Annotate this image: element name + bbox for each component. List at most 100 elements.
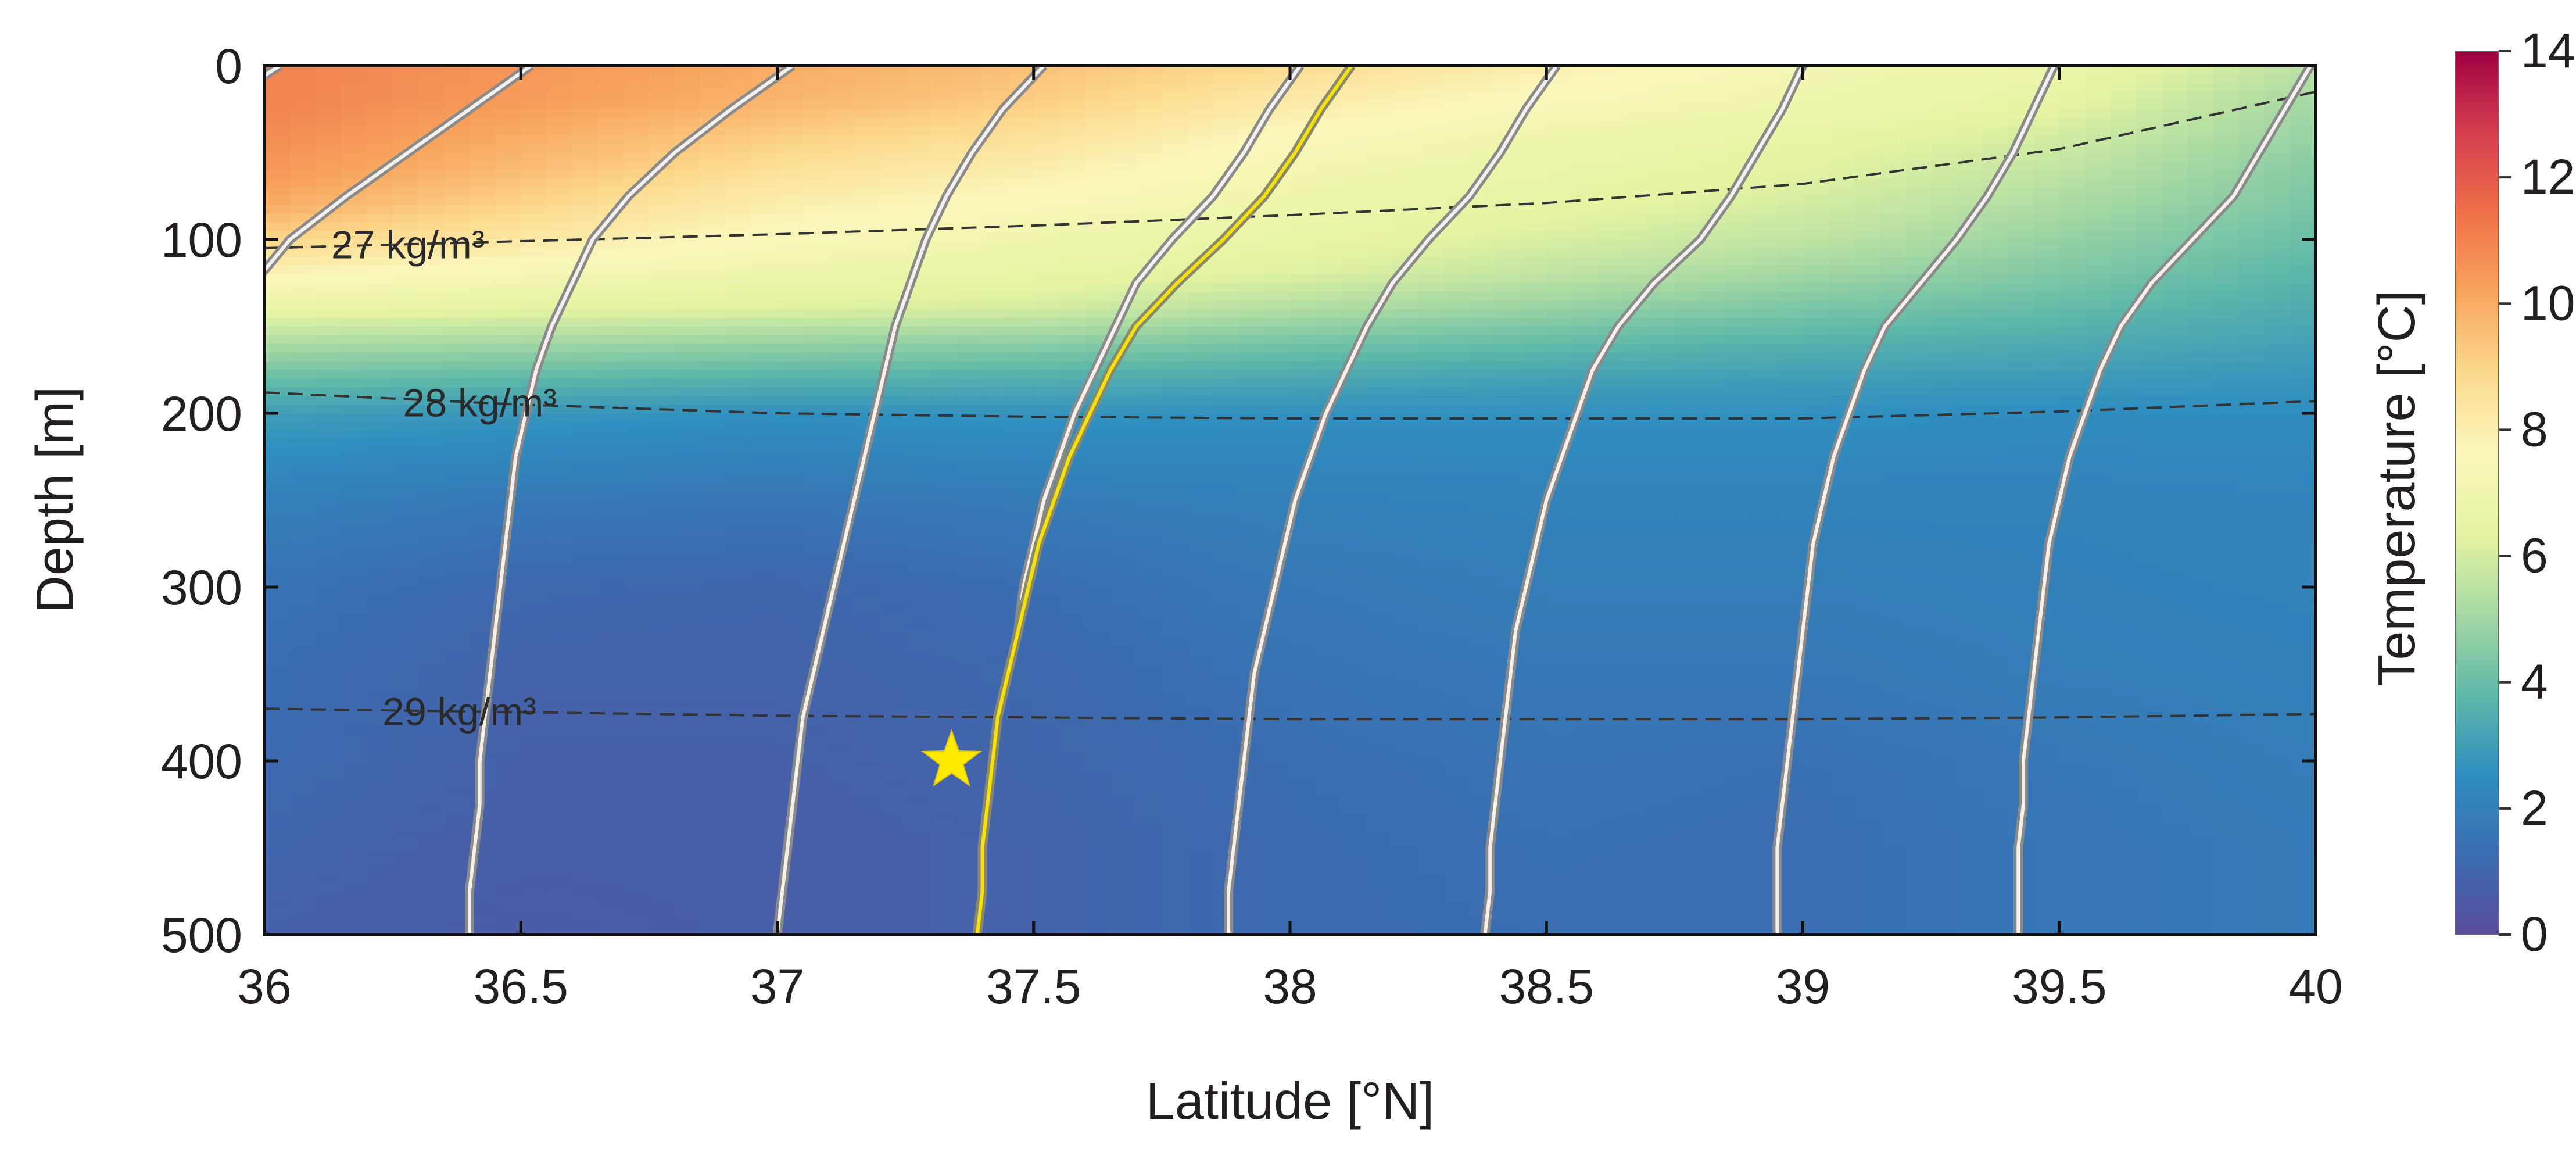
heatmap-cell: [264, 595, 291, 605]
heatmap-cell: [1316, 535, 1342, 545]
heatmap-cell: [1546, 526, 1573, 536]
heatmap-cell: [290, 291, 317, 301]
heatmap-cell: [623, 117, 650, 127]
heatmap-cell: [1572, 83, 1599, 92]
heatmap-cell: [1623, 509, 1650, 518]
heatmap-cell: [392, 300, 419, 310]
heatmap-cell: [1700, 570, 1726, 579]
heatmap-cell: [751, 430, 778, 440]
heatmap-cell: [1085, 170, 1111, 180]
heatmap-cell: [2162, 430, 2188, 440]
heatmap-cell: [1957, 482, 1983, 492]
heatmap-cell: [1777, 256, 1804, 266]
heatmap-cell: [1418, 91, 1445, 101]
heatmap-cell: [675, 178, 701, 188]
heatmap-cell: [2111, 196, 2137, 205]
heatmap-cell: [367, 405, 393, 414]
heatmap-cell: [751, 317, 778, 327]
heatmap-cell: [1110, 144, 1137, 153]
heatmap-cell: [1290, 196, 1316, 205]
heatmap-cell: [1879, 587, 1906, 596]
heatmap-cell: [931, 535, 958, 545]
heatmap-cell: [1213, 595, 1239, 605]
heatmap-cell: [1392, 109, 1419, 119]
heatmap-cell: [1418, 570, 1445, 579]
heatmap-cell: [956, 535, 983, 545]
heatmap-cell: [597, 405, 624, 414]
heatmap-cell: [2238, 552, 2265, 561]
heatmap-cell: [1443, 222, 1470, 231]
heatmap-cell: [1803, 413, 1829, 423]
heatmap-cell: [931, 231, 958, 240]
heatmap-cell: [1957, 552, 1983, 561]
heatmap-cell: [2136, 482, 2163, 492]
heatmap-cell: [828, 326, 855, 336]
heatmap-cell: [1238, 552, 1265, 561]
heatmap-cell: [443, 83, 470, 92]
heatmap-cell: [828, 413, 855, 423]
heatmap-cell: [1443, 535, 1470, 545]
heatmap-cell: [1110, 91, 1137, 101]
heatmap-cell: [1957, 291, 1983, 301]
heatmap-cell: [2238, 578, 2265, 588]
heatmap-cell: [443, 231, 470, 240]
heatmap-cell: [392, 456, 419, 466]
heatmap-cell: [2290, 595, 2316, 605]
heatmap-cell: [1982, 578, 2009, 588]
heatmap-cell: [1367, 344, 1393, 353]
heatmap-cell: [802, 100, 829, 110]
heatmap-cell: [802, 448, 829, 457]
heatmap-cell: [2162, 83, 2188, 92]
heatmap-cell: [1264, 465, 1291, 475]
heatmap-cell: [1905, 144, 1932, 153]
heatmap-cell: [470, 344, 496, 353]
heatmap-cell: [1597, 248, 1624, 257]
heatmap-cell: [1700, 387, 1726, 396]
heatmap-cell: [521, 187, 547, 197]
heatmap-cell: [1803, 135, 1829, 145]
heatmap-cell: [905, 378, 932, 388]
heatmap-cell: [2213, 361, 2240, 371]
heatmap-cell: [1905, 74, 1932, 84]
heatmap-cell: [470, 491, 496, 501]
heatmap-cell: [1546, 144, 1573, 153]
heatmap-cell: [2290, 378, 2316, 388]
heatmap-cell: [2111, 352, 2137, 362]
heatmap-cell: [751, 205, 778, 214]
heatmap-cell: [623, 265, 650, 275]
heatmap-cell: [2059, 135, 2086, 145]
heatmap-cell: [1110, 256, 1137, 266]
heatmap-cell: [1931, 370, 1958, 379]
heatmap-cell: [1495, 187, 1521, 197]
heatmap-cell: [572, 430, 599, 440]
heatmap-cell: [1597, 500, 1624, 510]
heatmap-cell: [1341, 178, 1368, 188]
heatmap-cell: [341, 152, 368, 162]
heatmap-cell: [2059, 517, 2086, 527]
heatmap-cell: [828, 91, 855, 101]
heatmap-cell: [341, 83, 368, 92]
heatmap-cell: [1392, 291, 1419, 301]
heatmap-cell: [675, 222, 701, 231]
heatmap-cell: [443, 91, 470, 101]
heatmap-cell: [2008, 474, 2034, 484]
heatmap-cell: [700, 413, 727, 423]
heatmap-cell: [2264, 405, 2291, 414]
heatmap-cell: [418, 604, 445, 614]
heatmap-cell: [1443, 291, 1470, 301]
heatmap-cell: [1623, 595, 1650, 605]
heatmap-cell: [1495, 370, 1521, 379]
heatmap-cell: [1443, 326, 1470, 336]
heatmap-cell: [1597, 213, 1624, 223]
heatmap-cell: [1931, 526, 1958, 536]
heatmap-cell: [290, 74, 317, 84]
heatmap-cell: [1957, 465, 1983, 475]
heatmap-cell: [316, 378, 342, 388]
heatmap-cell: [982, 205, 1009, 214]
heatmap-cell: [1238, 187, 1265, 197]
heatmap-cell: [2213, 430, 2240, 440]
heatmap-cell: [392, 335, 419, 345]
heatmap-cell: [597, 587, 624, 596]
heatmap-cell: [470, 222, 496, 231]
heatmap-cell: [1777, 344, 1804, 353]
